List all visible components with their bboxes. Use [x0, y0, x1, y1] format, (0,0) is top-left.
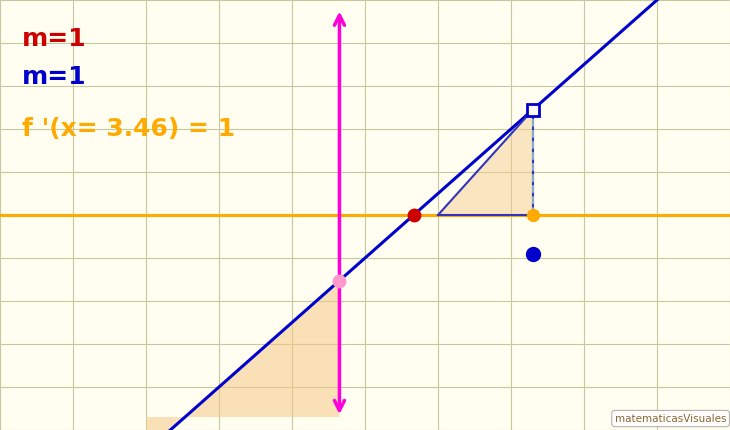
Polygon shape	[438, 110, 533, 215]
Text: m=1: m=1	[22, 27, 87, 51]
Text: matematicasVisuales: matematicasVisuales	[615, 414, 726, 424]
Polygon shape	[146, 280, 339, 430]
Text: f '(x= 3.46) = 1: f '(x= 3.46) = 1	[22, 117, 235, 141]
Text: m=1: m=1	[22, 65, 87, 89]
